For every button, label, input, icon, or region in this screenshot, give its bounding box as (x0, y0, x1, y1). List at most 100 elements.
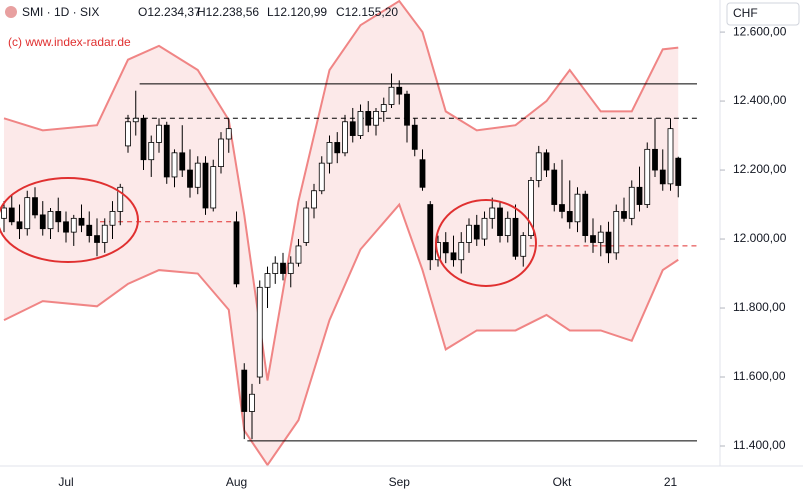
candle-body (179, 152, 186, 171)
currency-box[interactable] (726, 2, 800, 26)
x-tick-label: 21 (664, 475, 678, 489)
candle-body (249, 393, 255, 412)
symbol-icon (5, 6, 17, 18)
candle-body (535, 152, 542, 181)
y-tick-label: 11.600,00 (733, 369, 786, 383)
candle-body (365, 111, 372, 126)
candle-body (163, 124, 170, 178)
candle-body (326, 142, 333, 164)
candle-body (458, 242, 465, 261)
candle-body (218, 138, 224, 168)
candle-body (171, 152, 178, 178)
watermark: (c) www.index-radar.de (8, 35, 131, 49)
candle-body (70, 217, 77, 233)
chart-title: SMI · 1D · SIX (22, 5, 99, 19)
candle-body (450, 252, 457, 261)
candle-body (311, 190, 317, 209)
candle-body (419, 159, 426, 188)
candle-body (481, 217, 488, 240)
candle-body (280, 262, 286, 274)
candle-body (473, 224, 480, 240)
band-area (4, 1, 679, 465)
candle-body (39, 214, 46, 230)
candle-body (210, 166, 217, 209)
candle-body (543, 152, 550, 171)
candle-body (590, 235, 596, 243)
candle-body (256, 286, 263, 378)
candle-body (187, 169, 193, 188)
candle-body (652, 148, 658, 171)
candle-body (334, 142, 341, 154)
candle-body (582, 193, 589, 236)
y-tick-label: 12.600,00 (733, 24, 787, 38)
candle-body (404, 93, 410, 126)
candle-body (396, 86, 403, 95)
candle-body (24, 197, 31, 230)
x-tick-label: Aug (226, 475, 247, 489)
candle-body (597, 231, 604, 243)
x-tick-label: Sep (389, 475, 411, 489)
candle-body (94, 235, 100, 243)
band-line (3, 202, 679, 467)
candle-body (225, 128, 232, 140)
candle-body (605, 231, 612, 254)
candle-body (342, 121, 348, 154)
annotation-ellipse (435, 199, 537, 287)
ohlc-close: C12.155,20 (336, 5, 398, 19)
candle-body (667, 128, 674, 185)
candle-body (659, 169, 666, 185)
candle-body (194, 162, 201, 188)
candle-body (1, 207, 7, 219)
candle-body (435, 242, 441, 261)
ohlc-open: O12.234,37 (138, 5, 201, 19)
candle-body (86, 224, 93, 236)
candle-body (295, 245, 302, 264)
candle-body (63, 221, 69, 233)
candle-body (101, 224, 108, 243)
candle-body (628, 186, 635, 219)
candle-body (621, 211, 627, 219)
y-tick-label: 11.400,00 (733, 438, 786, 452)
y-tick-label: 12.400,00 (733, 93, 787, 107)
candle-body (287, 262, 294, 274)
candle-body (357, 111, 364, 136)
candle-body (504, 217, 511, 236)
candle-body (16, 221, 23, 230)
candle-body (202, 162, 209, 209)
candle-body (318, 162, 325, 192)
candle-body (233, 221, 240, 285)
candle-body (442, 242, 449, 254)
candle-body (574, 193, 581, 223)
candle-body (55, 211, 62, 223)
candle-body (528, 179, 534, 236)
candle-body (566, 211, 573, 223)
candle-body (559, 204, 565, 212)
candle-body (466, 224, 472, 243)
candle-body (272, 262, 279, 274)
candle-body (78, 217, 85, 226)
candle-body (140, 117, 147, 161)
candle-body (427, 204, 434, 261)
candle-body (8, 207, 15, 223)
candle-body (303, 207, 310, 243)
candle-body (125, 121, 131, 147)
candle-body (156, 124, 162, 143)
candle-body (264, 273, 271, 288)
plot-area (1, 0, 698, 467)
candle-body (117, 186, 124, 212)
ohlc-high: H12.238,56 (197, 5, 259, 19)
candle-body (132, 117, 139, 123)
candle-body (373, 111, 379, 126)
currency[interactable]: CHF (733, 6, 758, 20)
candle-body (489, 207, 496, 219)
y-tick-label: 12.200,00 (733, 162, 787, 176)
candle-body (644, 148, 651, 205)
candle-body (241, 369, 248, 412)
candle-body (675, 157, 682, 186)
y-tick-label: 12.000,00 (733, 231, 787, 245)
candle-body (388, 86, 395, 105)
y-tick-label: 11.800,00 (733, 300, 786, 314)
candle-body (613, 211, 620, 254)
x-tick-label: Okt (553, 475, 572, 489)
